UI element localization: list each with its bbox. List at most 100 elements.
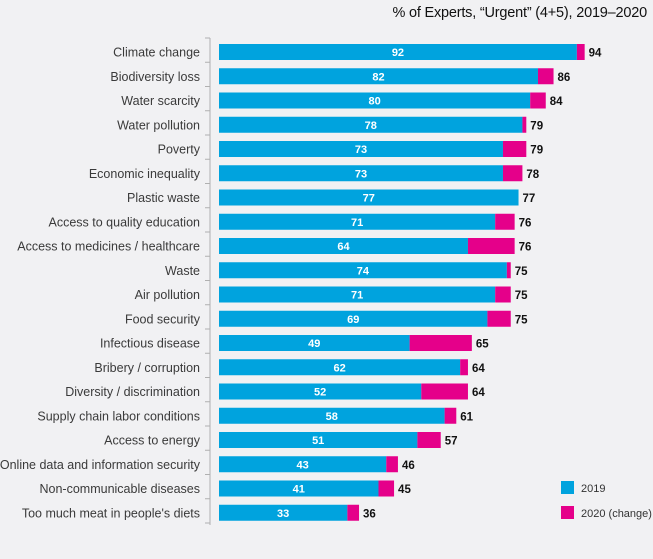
legend-label: 2019 [581, 483, 605, 495]
total-value-label: 75 [515, 266, 528, 278]
bar-row: 49 65 [219, 335, 489, 351]
category-label: Economic inequality [89, 167, 201, 181]
bar-2020-change [421, 383, 468, 400]
bar-2019 [219, 68, 538, 85]
bar-2020-change [502, 141, 527, 157]
category-label: Water pollution [117, 118, 200, 132]
category-label: Too much meat in people's diets [22, 506, 200, 520]
bar-value-label: 82 [372, 71, 384, 83]
bar-row: 73 79 [219, 141, 543, 157]
bar-value-label: 49 [308, 338, 320, 350]
total-value-label: 76 [519, 242, 532, 254]
total-value-label: 65 [476, 339, 489, 351]
bar-row: 82 86 [219, 68, 571, 85]
category-labels: Climate change Biodiversity loss Water sca… [0, 46, 201, 521]
total-value-label: 79 [530, 145, 543, 157]
category-label: Access to energy [104, 434, 201, 448]
total-value-label: 46 [402, 460, 415, 472]
category-label: Non-communicable diseases [40, 482, 201, 496]
bar-2020-change [576, 44, 585, 60]
bar-2019 [219, 213, 496, 230]
bar-value-label: 92 [392, 47, 404, 59]
bar-row: 71 75 [219, 286, 528, 303]
total-value-label: 57 [445, 436, 458, 448]
bar-2019 [219, 432, 418, 448]
total-value-label: 84 [550, 96, 563, 108]
category-label: Plastic waste [127, 191, 200, 205]
legend-label: 2020 (change) [581, 508, 652, 520]
bar-2020-change [378, 480, 395, 497]
bar-2019 [219, 286, 496, 303]
bar-row: 71 76 [219, 213, 531, 230]
legend: 2019 2020 (change) [561, 481, 652, 520]
category-label: Climate change [113, 46, 200, 60]
bar-value-label: 77 [363, 193, 375, 205]
total-value-label: 75 [515, 290, 528, 302]
category-label: Access to quality education [49, 215, 201, 229]
bar-value-label: 78 [365, 120, 377, 132]
bar-value-label: 74 [357, 265, 370, 277]
bar-2020-change [487, 310, 511, 327]
category-label: Air pollution [135, 288, 200, 302]
total-value-label: 78 [526, 169, 539, 181]
category-label: Biodiversity loss [110, 70, 200, 84]
bar-2019 [219, 44, 577, 60]
bar-2019 [219, 141, 503, 157]
bar-2019 [219, 238, 468, 254]
bar-row: 69 75 [219, 310, 528, 327]
category-label: Diversity / discrimination [65, 385, 200, 399]
bar-value-label: 73 [355, 144, 367, 156]
bar-row: 52 64 [219, 383, 485, 400]
bar-2020-change [386, 456, 398, 473]
bar-2019 [219, 456, 387, 473]
bar-value-label: 80 [368, 96, 380, 108]
legend-swatch [561, 481, 574, 494]
bar-2019 [219, 359, 461, 376]
bar-row: 33 36 [219, 504, 376, 521]
bar-2020-change [495, 286, 511, 303]
bar-value-label: 73 [355, 168, 367, 180]
bar-value-label: 52 [314, 387, 326, 399]
bar-2020-change [409, 335, 472, 351]
bar-2020-change [460, 359, 468, 376]
bar-2020-change [444, 407, 457, 424]
bar-value-label: 41 [293, 484, 305, 496]
category-label: Online data and information security [0, 458, 201, 472]
bar-row: 92 94 [219, 44, 602, 60]
bar-2020-change [502, 165, 523, 182]
category-label: Access to medicines / healthcare [17, 240, 200, 254]
bar-value-label: 71 [351, 290, 363, 302]
bar-2019 [219, 92, 531, 109]
bar-2020-change [537, 68, 554, 85]
bar-2019 [219, 407, 445, 424]
bar-value-label: 58 [326, 411, 338, 423]
bar-2020-change [495, 213, 515, 230]
bar-2019 [219, 116, 523, 133]
total-value-label: 61 [460, 411, 473, 423]
bar-2020-change [506, 262, 511, 279]
bar-row: 74 75 [219, 262, 528, 279]
bar-2019 [219, 383, 422, 400]
bar-row: 78 79 [219, 116, 543, 133]
total-value-label: 94 [589, 48, 602, 60]
chart-title: % of Experts, “Urgent” (4+5), 2019–2020 [392, 5, 647, 21]
total-value-label: 36 [363, 508, 376, 520]
total-value-label: 64 [472, 387, 485, 399]
bar-2019 [219, 310, 488, 327]
bar-2019 [219, 262, 507, 279]
bar-row: 80 84 [219, 92, 563, 109]
total-value-label: 86 [558, 72, 571, 84]
bar-row: 51 57 [219, 432, 458, 448]
bar-2020-change [417, 432, 441, 448]
bar-value-label: 43 [297, 459, 309, 471]
legend-swatch [561, 506, 574, 519]
bar-row: 62 64 [219, 359, 485, 376]
bar-2020-change [347, 504, 360, 521]
bar-2019 [219, 189, 519, 206]
bar-2019 [219, 480, 379, 497]
bar-2020-change [530, 92, 546, 109]
total-value-label: 79 [530, 120, 543, 132]
category-label: Waste [165, 264, 200, 278]
category-label: Food security [125, 312, 201, 326]
